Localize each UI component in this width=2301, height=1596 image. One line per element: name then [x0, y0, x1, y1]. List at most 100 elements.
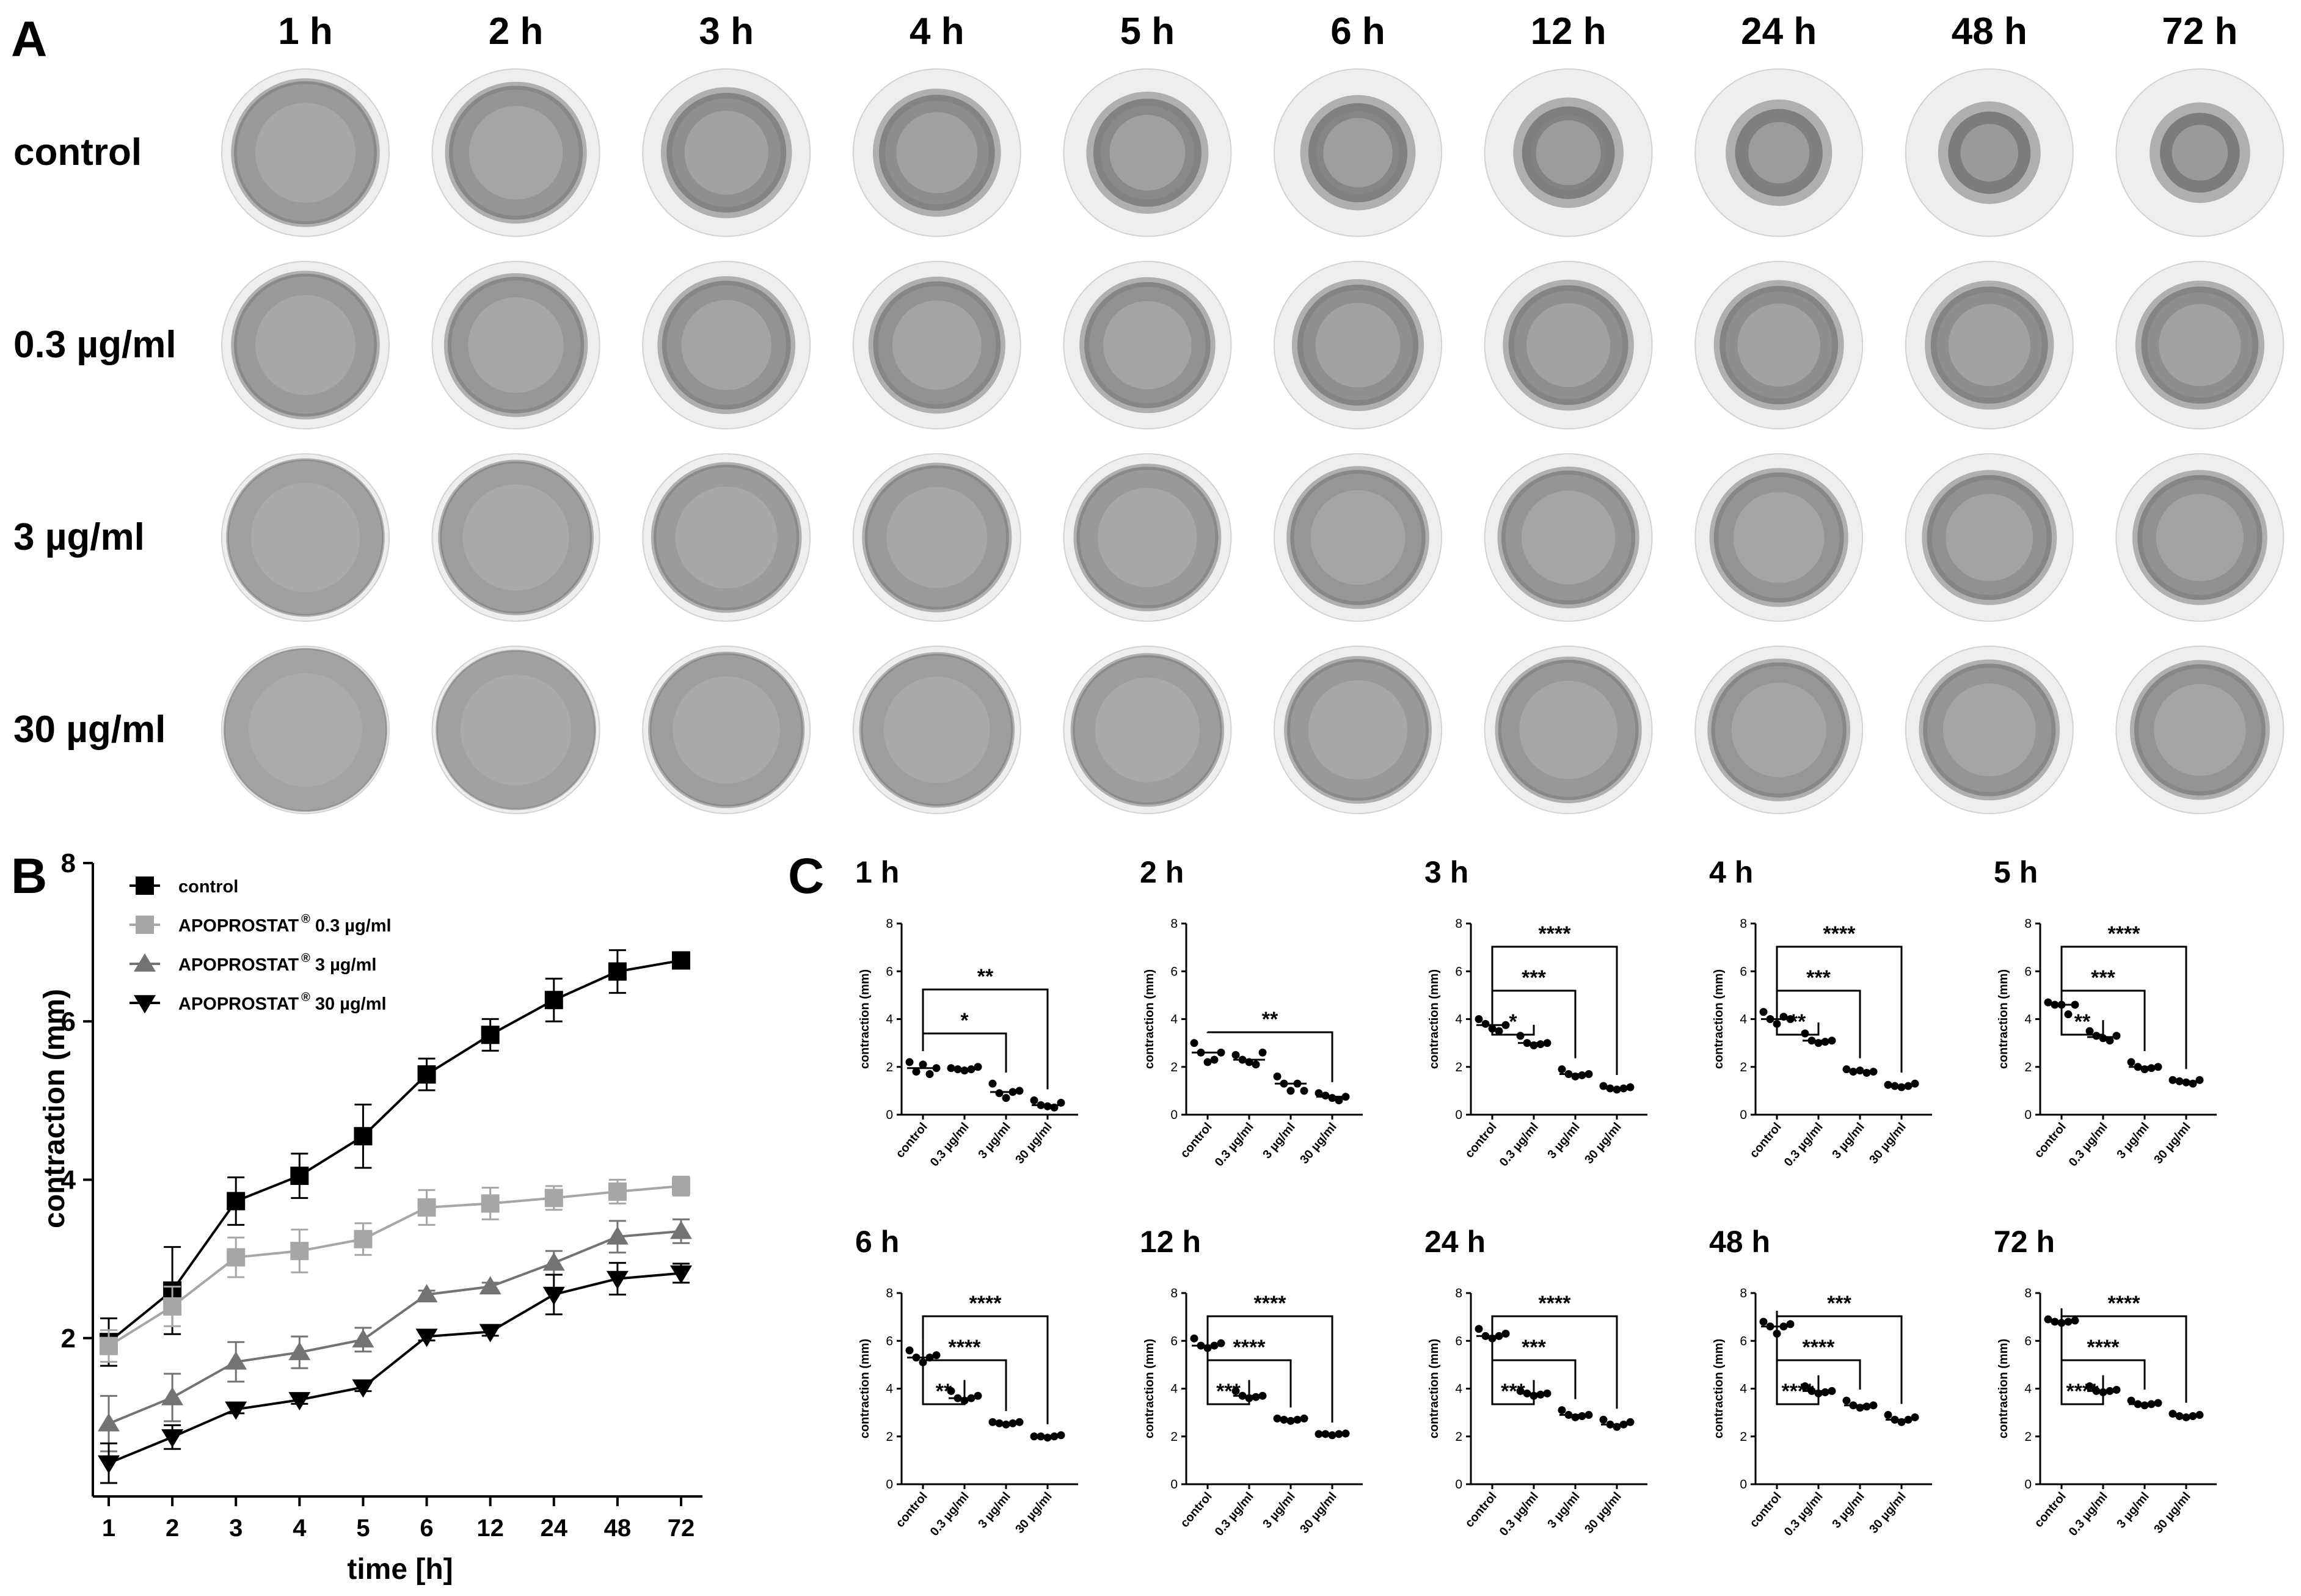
data-point: [1536, 1040, 1545, 1049]
significance-label: ****: [1539, 922, 1572, 946]
data-point: [352, 1379, 374, 1398]
x-tick-label: 0.3 µg/ml: [1497, 1490, 1541, 1539]
y-tick-label: 8: [61, 848, 76, 878]
x-tick-label: 0.3 µg/ml: [1212, 1490, 1256, 1539]
subplot-title: 6 h: [855, 1225, 899, 1259]
data-point: [672, 951, 690, 970]
row-label: control: [13, 131, 142, 173]
data-point: [947, 1064, 955, 1073]
x-tick-label: control: [2032, 1120, 2068, 1161]
collagen-gel-dish: [2115, 68, 2285, 237]
subplot-y-axis-label: contraction (mm): [1428, 1339, 1441, 1438]
data-point: [919, 1060, 927, 1069]
data-point: [912, 1068, 921, 1076]
significance-bracket: [2060, 1308, 2146, 1390]
data-point: [1536, 1390, 1545, 1399]
dish-grid: [221, 68, 2285, 814]
data-point: [606, 1226, 629, 1245]
subplot-y-axis-label: contraction (mm): [1997, 969, 2010, 1069]
column-header: 6 h: [1330, 10, 1385, 53]
y-tick-label: 4: [1455, 1013, 1462, 1027]
y-tick-label: 0: [886, 1108, 893, 1122]
x-tick-label: 0.3 µg/ml: [2066, 1490, 2110, 1539]
data-point: [1057, 1431, 1065, 1440]
y-tick-label: 6: [1170, 964, 1178, 978]
data-point: [227, 1192, 246, 1211]
y-tick-label: 8: [886, 1286, 893, 1300]
collagen-gel-dish: [1063, 453, 1232, 622]
significance-bracket: [1491, 946, 1618, 1076]
significance-label: ****: [1803, 1336, 1836, 1359]
x-tick-label: control: [1747, 1490, 1784, 1530]
significance-label: ****: [2087, 1336, 2120, 1359]
data-point: [1043, 1434, 1052, 1442]
data-point: [608, 1182, 627, 1201]
data-point: [1300, 1414, 1308, 1423]
data-point: [354, 1127, 373, 1146]
data-point: [1862, 1069, 1871, 1077]
x-tick-label: 3 µg/ml: [1829, 1490, 1867, 1531]
data-point: [544, 991, 563, 1010]
series: [98, 1218, 692, 1452]
gel-center: [468, 297, 564, 393]
data-point: [1884, 1080, 1892, 1089]
column-header: 12 h: [1531, 10, 1606, 53]
data-point: [1516, 1032, 1525, 1040]
data-point: [2168, 1076, 2177, 1084]
x-tick-label: 30 µg/ml: [1297, 1490, 1340, 1536]
data-point: [670, 1265, 692, 1284]
data-point: [1210, 1055, 1219, 1064]
x-tick-label: 3 µg/ml: [975, 1490, 1013, 1531]
x-tick-label: 48: [604, 1515, 632, 1542]
gel-center: [1308, 680, 1408, 780]
y-tick-label: 2: [1455, 1060, 1462, 1074]
data-point: [2112, 1385, 2121, 1394]
data-point: [1599, 1415, 1608, 1424]
y-tick-label: 2: [2024, 1060, 2032, 1074]
data-point: [1300, 1087, 1308, 1095]
data-point: [290, 1242, 309, 1261]
data-point: [2071, 1316, 2079, 1325]
collagen-gel-dish: [642, 68, 811, 237]
collagen-gel-dish: [1484, 646, 1653, 814]
gel-center: [684, 111, 768, 195]
gel-center: [1748, 122, 1810, 184]
significance-label: ****: [949, 1336, 982, 1359]
significance-bracket: [922, 1315, 1049, 1424]
data-point: [1231, 1386, 1240, 1395]
y-tick-label: 4: [1740, 1382, 1747, 1396]
y-tick-label: 6: [1455, 964, 1462, 978]
data-point: [1002, 1094, 1010, 1102]
significance-label: ***: [1827, 1292, 1851, 1315]
data-point: [352, 1329, 374, 1348]
significance-bracket: [1491, 1315, 1618, 1409]
significance-label: ***: [1501, 1380, 1525, 1403]
x-tick-label: 30 µg/ml: [1013, 1490, 1055, 1536]
subplot-y-axis-label: contraction (mm): [1143, 969, 1156, 1069]
gel-center: [460, 674, 572, 785]
data-point: [1842, 1396, 1851, 1405]
subplot-title: 3 h: [1424, 855, 1468, 889]
subplot-title: 2 h: [1140, 855, 1184, 889]
x-tick-label: 30 µg/ml: [2151, 1120, 2193, 1167]
y-tick-label: 2: [1740, 1060, 1747, 1074]
collagen-gel-dish: [431, 646, 600, 814]
subplot-y-axis-label: contraction (mm): [1428, 969, 1441, 1069]
significance-bracket: [922, 988, 1049, 1090]
x-tick-label: 3 µg/ml: [1829, 1120, 1867, 1161]
y-tick-label: 2: [886, 1060, 893, 1074]
y-tick-label: 6: [1740, 964, 1747, 978]
y-tick-label: 8: [1455, 1286, 1462, 1300]
data-point: [417, 1198, 436, 1217]
y-tick-label: 2: [1455, 1430, 1462, 1444]
x-tick-label: 3 µg/ml: [1545, 1490, 1582, 1531]
significance-label: *: [1509, 1010, 1517, 1033]
data-point: [354, 1230, 373, 1248]
legend-marker: [136, 916, 154, 934]
y-tick-label: 0: [886, 1478, 893, 1492]
collagen-gel-dish: [1063, 646, 1232, 814]
